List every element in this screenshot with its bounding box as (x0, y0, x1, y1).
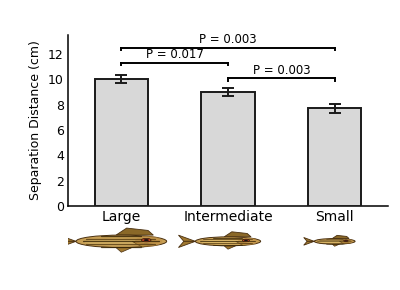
Ellipse shape (201, 240, 247, 244)
Circle shape (344, 240, 348, 242)
Circle shape (142, 238, 151, 242)
Polygon shape (304, 241, 314, 245)
Polygon shape (304, 238, 314, 241)
Circle shape (244, 240, 248, 241)
Circle shape (144, 239, 149, 241)
Ellipse shape (314, 239, 355, 244)
Ellipse shape (76, 235, 167, 248)
Polygon shape (332, 244, 340, 246)
Polygon shape (52, 241, 76, 250)
Bar (95, 79, 148, 206)
Bar (308, 108, 361, 206)
Polygon shape (224, 232, 251, 237)
Polygon shape (178, 241, 195, 247)
Ellipse shape (318, 240, 346, 243)
Ellipse shape (195, 237, 261, 246)
Polygon shape (332, 235, 349, 239)
Ellipse shape (135, 236, 162, 246)
Bar (201, 92, 255, 206)
Polygon shape (116, 228, 153, 235)
Polygon shape (132, 241, 153, 247)
Polygon shape (178, 235, 195, 241)
Ellipse shape (341, 239, 353, 244)
Polygon shape (116, 248, 132, 252)
Y-axis label: Separation Distance (cm): Separation Distance (cm) (30, 41, 42, 200)
Polygon shape (52, 233, 76, 241)
Polygon shape (224, 246, 236, 249)
Circle shape (242, 239, 250, 242)
Circle shape (345, 240, 347, 241)
Ellipse shape (238, 238, 257, 245)
Ellipse shape (84, 239, 148, 246)
Text: P = 0.003: P = 0.003 (199, 33, 257, 46)
Polygon shape (236, 241, 251, 246)
Text: P = 0.003: P = 0.003 (252, 64, 310, 77)
Text: P = 0.017: P = 0.017 (146, 48, 204, 61)
Polygon shape (340, 241, 349, 244)
